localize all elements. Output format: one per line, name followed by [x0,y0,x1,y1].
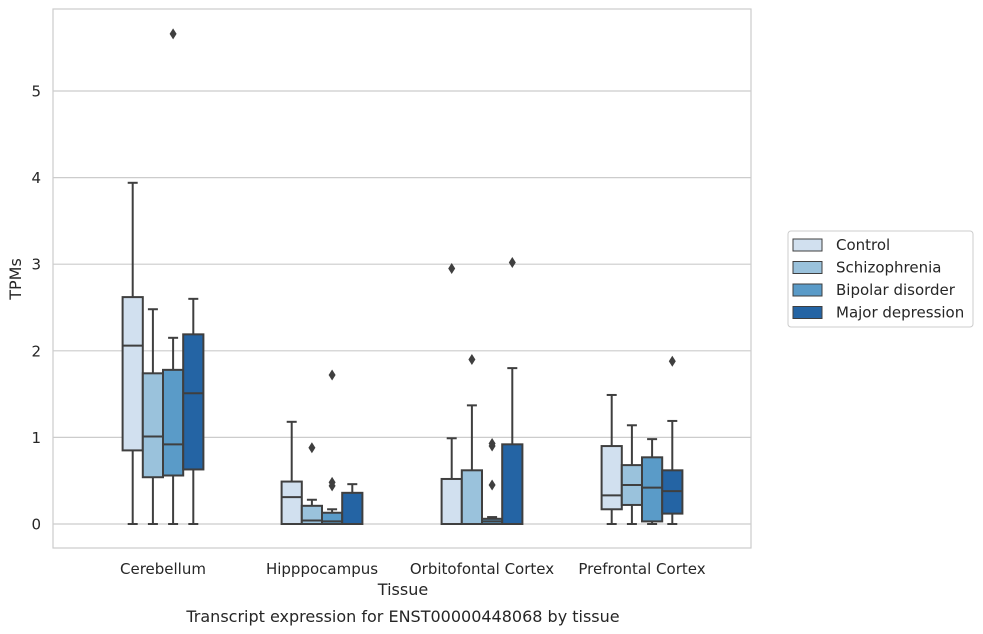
box-group [501,256,524,525]
x-tick-label: Hipppocampus [266,560,378,578]
outlier-point [488,437,496,449]
legend-label: Major depression [836,304,964,322]
legend-swatch [792,283,823,297]
box-group [620,424,643,525]
y-tick-label: 3 [31,256,41,274]
box [440,477,463,525]
box [121,296,144,452]
x-axis-ticks: Cerebellum Hipppocampus Orbitofontal Corte… [120,560,706,578]
box [341,491,364,526]
box-group [121,181,144,525]
box-group [481,437,504,526]
box-group [182,297,205,525]
box-group [440,263,463,525]
box-series [121,28,684,526]
x-tick-label: Prefrontal Cortex [578,560,705,578]
chart-caption: Transcript expression for ENST0000044806… [185,607,619,626]
y-tick-label: 1 [31,429,41,447]
box [641,456,664,523]
outlier-point [468,353,476,365]
legend-label: Control [836,236,890,254]
x-axis-label: Tissue [377,580,428,599]
box [162,368,185,477]
outlier-point [448,263,456,275]
y-axis-label: TPMs [6,258,25,301]
box-group [162,28,185,525]
x-tick-label: Cerebellum [120,560,206,578]
outlier-point [169,28,177,40]
legend-swatch [792,306,823,319]
box [280,480,303,526]
box-group [600,393,623,525]
y-tick-label: 0 [31,516,41,534]
box [141,372,165,479]
legend-swatch [792,238,823,252]
box-group [661,355,684,525]
box [460,469,483,526]
box-group [341,483,364,526]
legend-label: Bipolar disorder [836,281,956,299]
box [501,443,524,525]
legend: Control Schizophrenia Bipolar disorder Majo… [787,230,974,328]
outlier-point [308,442,316,454]
y-tick-label: 4 [31,169,41,187]
box-group [321,369,344,526]
box [600,445,623,511]
y-tick-label: 2 [31,342,41,360]
box-group [460,353,483,526]
box [182,333,205,471]
box-group [141,308,165,525]
outlier-point [328,369,336,381]
plot-frame [52,8,752,549]
box-group [300,442,323,525]
outlier-point [668,355,676,367]
box-group [280,420,303,526]
legend-swatch [792,261,823,274]
y-tick-label: 5 [31,83,41,101]
outlier-point [488,479,496,491]
outlier-point [328,476,336,488]
outlier-point [508,256,516,268]
legend-label: Schizophrenia [836,259,941,277]
box-group [641,438,664,525]
x-tick-label: Orbitofontal Cortex [410,560,554,578]
legend-frame [787,230,974,328]
y-axis-ticks: 0 1 2 3 4 5 [31,83,41,534]
